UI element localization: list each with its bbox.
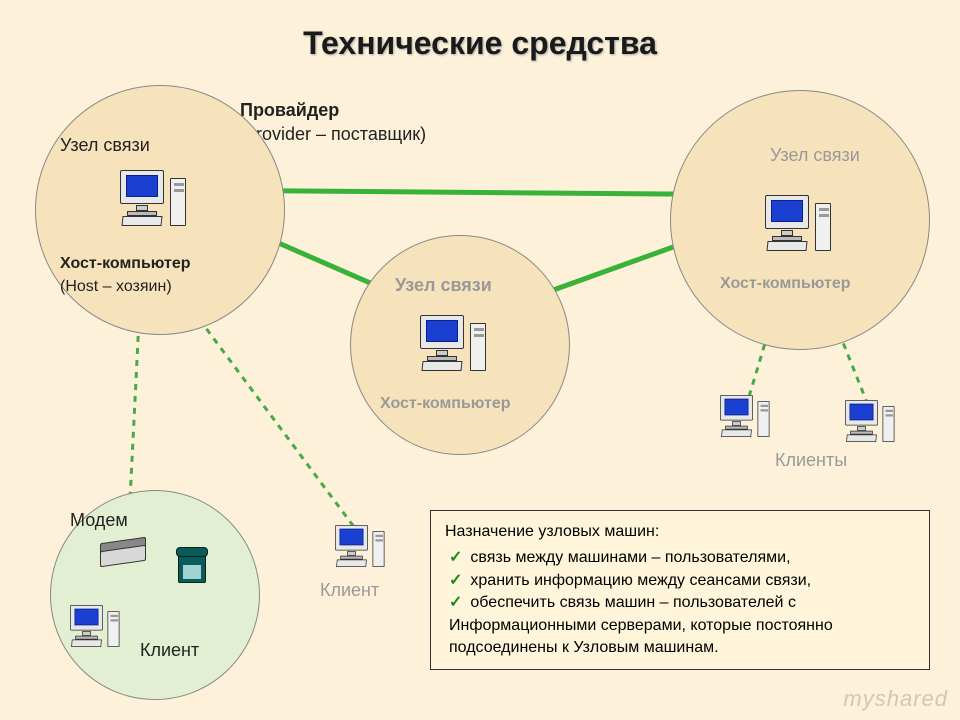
node3-computer-icon	[765, 195, 835, 250]
clients-label: Клиенты	[775, 450, 847, 471]
modem-label: Модем	[70, 510, 128, 531]
infobox-list: связь между машинами – пользователями, х…	[445, 547, 915, 659]
provider-label: Провайдер	[240, 100, 339, 121]
node3-host-label: Хост-компьютер	[720, 275, 851, 293]
infobox-item: связь между машинами – пользователями,	[449, 547, 915, 569]
node1-host-sub: (Host – хозяин)	[60, 278, 172, 296]
node2-host-label: Хост-компьютер	[380, 395, 511, 413]
node3-label: Узел связи	[770, 145, 860, 166]
watermark: myshared	[843, 686, 948, 712]
infobox-item: хранить информацию между сеансами связи,	[449, 570, 915, 592]
infobox-item: обеспечить связь машин – пользователей с…	[449, 592, 915, 659]
modem-client-label: Клиент	[140, 640, 199, 661]
node2-computer-icon	[420, 315, 490, 370]
node1-computer-icon	[120, 170, 190, 225]
modem-client-computer-icon	[70, 605, 123, 646]
provider-sub: (provider – поставщик)	[240, 124, 426, 145]
client-right-1-icon	[720, 395, 773, 436]
page-title: Технические средства	[0, 25, 960, 62]
node1-host-label: Хост-компьютер	[60, 255, 191, 273]
infobox: Назначение узловых машин: связь между ма…	[430, 510, 930, 670]
client-center-icon	[335, 525, 388, 566]
node1-label: Узел связи	[60, 135, 150, 156]
modem-icon	[100, 540, 155, 570]
phone-icon	[172, 545, 212, 585]
client-right-2-icon	[845, 400, 898, 441]
node2-label: Узел связи	[395, 275, 492, 296]
client-single-label: Клиент	[320, 580, 379, 601]
infobox-header: Назначение узловых машин:	[445, 521, 915, 543]
